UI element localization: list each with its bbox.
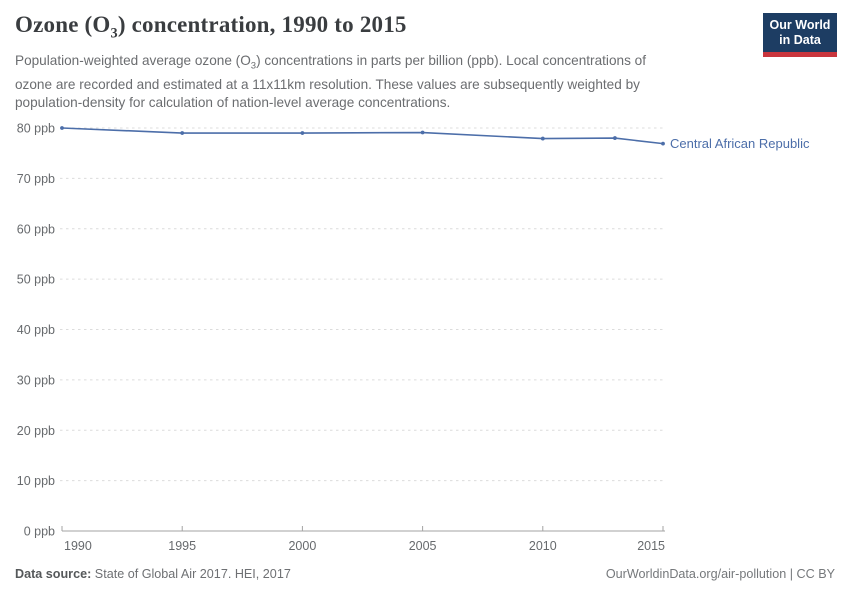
subtitle-subscript: 3 [250, 60, 257, 72]
x-axis-tick-label: 1990 [64, 539, 92, 553]
logo-line2: in Data [779, 33, 821, 47]
series-label: Central African Republic [670, 136, 810, 151]
y-axis-tick-label: 30 ppb [17, 373, 55, 387]
subtitle-text: Population-weighted average ozone (O [15, 53, 251, 68]
owid-logo: Our World in Data [763, 13, 837, 57]
data-point-marker [300, 131, 305, 135]
page-title: Ozone (O3) concentration, 1990 to 2015 [15, 12, 407, 43]
data-point-marker [180, 131, 185, 135]
subtitle-text-end: ) concentrations in parts per billion (p… [256, 53, 646, 68]
y-axis: 0 ppb 10 ppb 20 ppb 30 ppb 40 ppb 50 ppb 60 pp… [17, 122, 55, 539]
x-axis-tick-label: 2005 [409, 539, 437, 553]
y-axis-tick-label: 40 ppb [17, 323, 55, 337]
title-subscript: 3 [110, 25, 118, 42]
x-axis-tick-label: 1995 [168, 539, 196, 553]
title-text: Ozone (O [15, 12, 111, 37]
data-point-marker [420, 130, 425, 135]
subtitle-line: Population-weighted average ozone (O3) c… [15, 53, 646, 72]
x-axis-tick-label: 2010 [529, 539, 557, 553]
y-axis-tick-label: 50 ppb [17, 273, 55, 287]
data-series: Central African Republic [60, 126, 810, 151]
x-axis-tick-label: 2015 [637, 539, 665, 553]
gridlines [60, 127, 666, 482]
logo-line1: Our World [769, 18, 831, 32]
owid-url-link[interactable]: OurWorldinData.org/air-pollution | CC BY [605, 567, 835, 581]
data-point-marker [60, 126, 64, 130]
data-point-marker [661, 141, 665, 146]
y-axis-tick-label: 0 ppb [24, 525, 55, 539]
y-axis-tick-label: 60 ppb [17, 222, 55, 236]
y-axis-tick-label: 20 ppb [17, 424, 55, 438]
subtitle-line: ozone are recorded and estimated at a 11… [15, 76, 640, 92]
series-line [61, 127, 664, 145]
y-axis-tick-label: 70 ppb [17, 172, 55, 186]
data-source-text: State of Global Air 2017. HEI, 2017 [91, 567, 291, 581]
x-axis-tick-label: 2000 [288, 539, 316, 553]
data-point-marker [613, 136, 617, 140]
chart-subtitle: Population-weighted average ozone (O3) c… [15, 52, 646, 112]
title-text-end: ) concentration, 1990 to 2015 [117, 12, 407, 37]
subtitle-line: population-density for calculation of na… [15, 94, 451, 110]
y-axis-tick-label: 10 ppb [17, 474, 55, 488]
x-axis: 1990 1995 2000 2005 2010 2015 [61, 526, 665, 553]
y-axis-tick-label: 80 ppb [17, 122, 55, 136]
data-source-label: Data source: [15, 567, 92, 581]
data-point-marker [540, 136, 545, 141]
data-source-note: Data source: State of Global Air 2017. H… [15, 567, 291, 581]
